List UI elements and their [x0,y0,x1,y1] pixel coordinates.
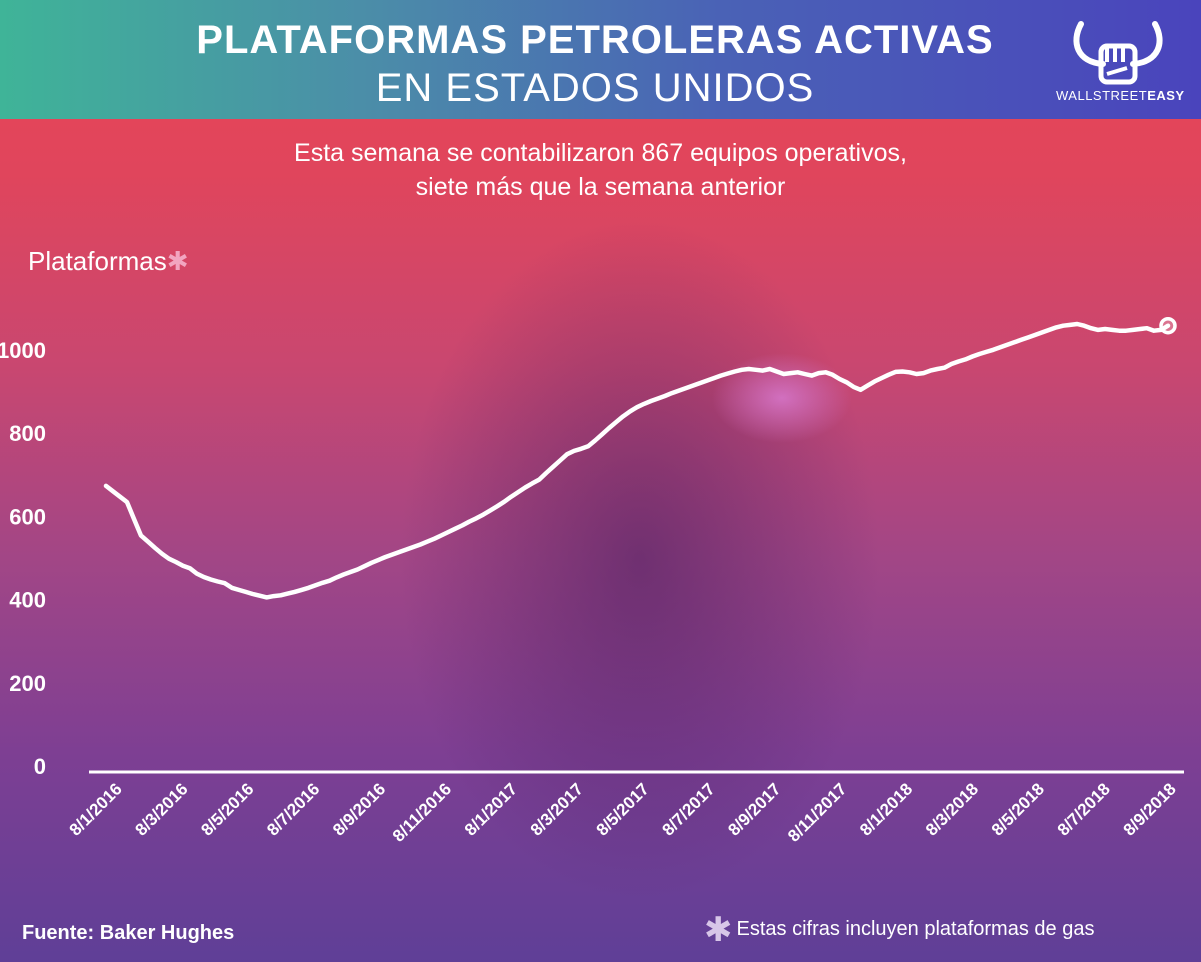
x-tick-label: 8/11/2017 [784,779,850,845]
series-line-plataformas [103,321,1171,600]
footnote: ✱ Estas cifras incluyen plataformas de ga… [704,910,1094,950]
chart-title: PLATAFORMAS PETROLERAS ACTIVAS [196,18,994,62]
x-tick-label: 8/7/2018 [1054,779,1114,839]
x-tick-label: 8/11/2016 [389,779,455,845]
logo-text-bold: EASY [1147,88,1185,103]
x-tick-label: 8/3/2017 [527,779,587,839]
bull-fist-icon[interactable] [1063,12,1173,112]
x-tick-label: 8/9/2017 [724,779,784,839]
y-axis-label-text: Plataformas [28,246,167,276]
footnote-text: Estas cifras incluyen plataformas de gas [736,918,1095,940]
y-tick-label: 400 [9,588,46,613]
header-banner: PLATAFORMAS PETROLERAS ACTIVAS EN ESTADO… [0,0,1201,119]
asterisk-icon: ✱ [704,911,733,949]
x-tick-label: 8/9/2016 [329,779,389,839]
y-tick-label: 600 [9,504,46,529]
x-tick-label: 8/5/2017 [593,779,653,839]
y-tick-label: 200 [9,671,46,696]
y-tick-label: 1000 [0,338,46,363]
x-tick-label: 8/1/2016 [66,779,126,839]
y-tick-labels: 0 200 400 600 800 1000 [0,338,46,779]
x-tick-label: 8/1/2018 [856,779,916,839]
x-tick-label: 8/5/2016 [197,779,257,839]
logo-wordmark[interactable]: WALLSTREETEASY [1056,88,1184,103]
x-tick-label: 8/7/2017 [658,779,718,839]
x-tick-label: 8/3/2018 [922,779,982,839]
subtitle-line2: siete más que la semana anterior [415,173,786,201]
x-tick-labels: 8/1/2016 8/3/2016 8/5/2016 8/7/2016 8/9/2016… [66,779,1180,845]
x-tick-label: 8/9/2018 [1120,779,1180,839]
y-axis-label: Plataformas✱ [28,246,189,277]
y-tick-label: 800 [9,421,46,446]
x-tick-label: 8/1/2017 [461,779,521,839]
x-tick-label: 8/3/2016 [131,779,191,839]
logo-text-regular: WALLSTREET [1056,88,1148,103]
source-note: Fuente: Baker Hughes [22,922,235,944]
last-data-point[interactable] [1159,316,1177,335]
x-tick-label: 8/7/2016 [263,779,323,839]
x-tick-label: 8/5/2018 [988,779,1048,839]
asterisk-icon: ✱ [166,246,189,276]
subtitle-line1: Esta semana se contabilizaron 867 equipo… [294,139,907,167]
chart-subtitle: Esta semana se contabilizaron 867 equipo… [0,136,1201,204]
chart-title-line2: EN ESTADOS UNIDOS [375,66,815,110]
y-tick-label: 0 [34,754,46,779]
